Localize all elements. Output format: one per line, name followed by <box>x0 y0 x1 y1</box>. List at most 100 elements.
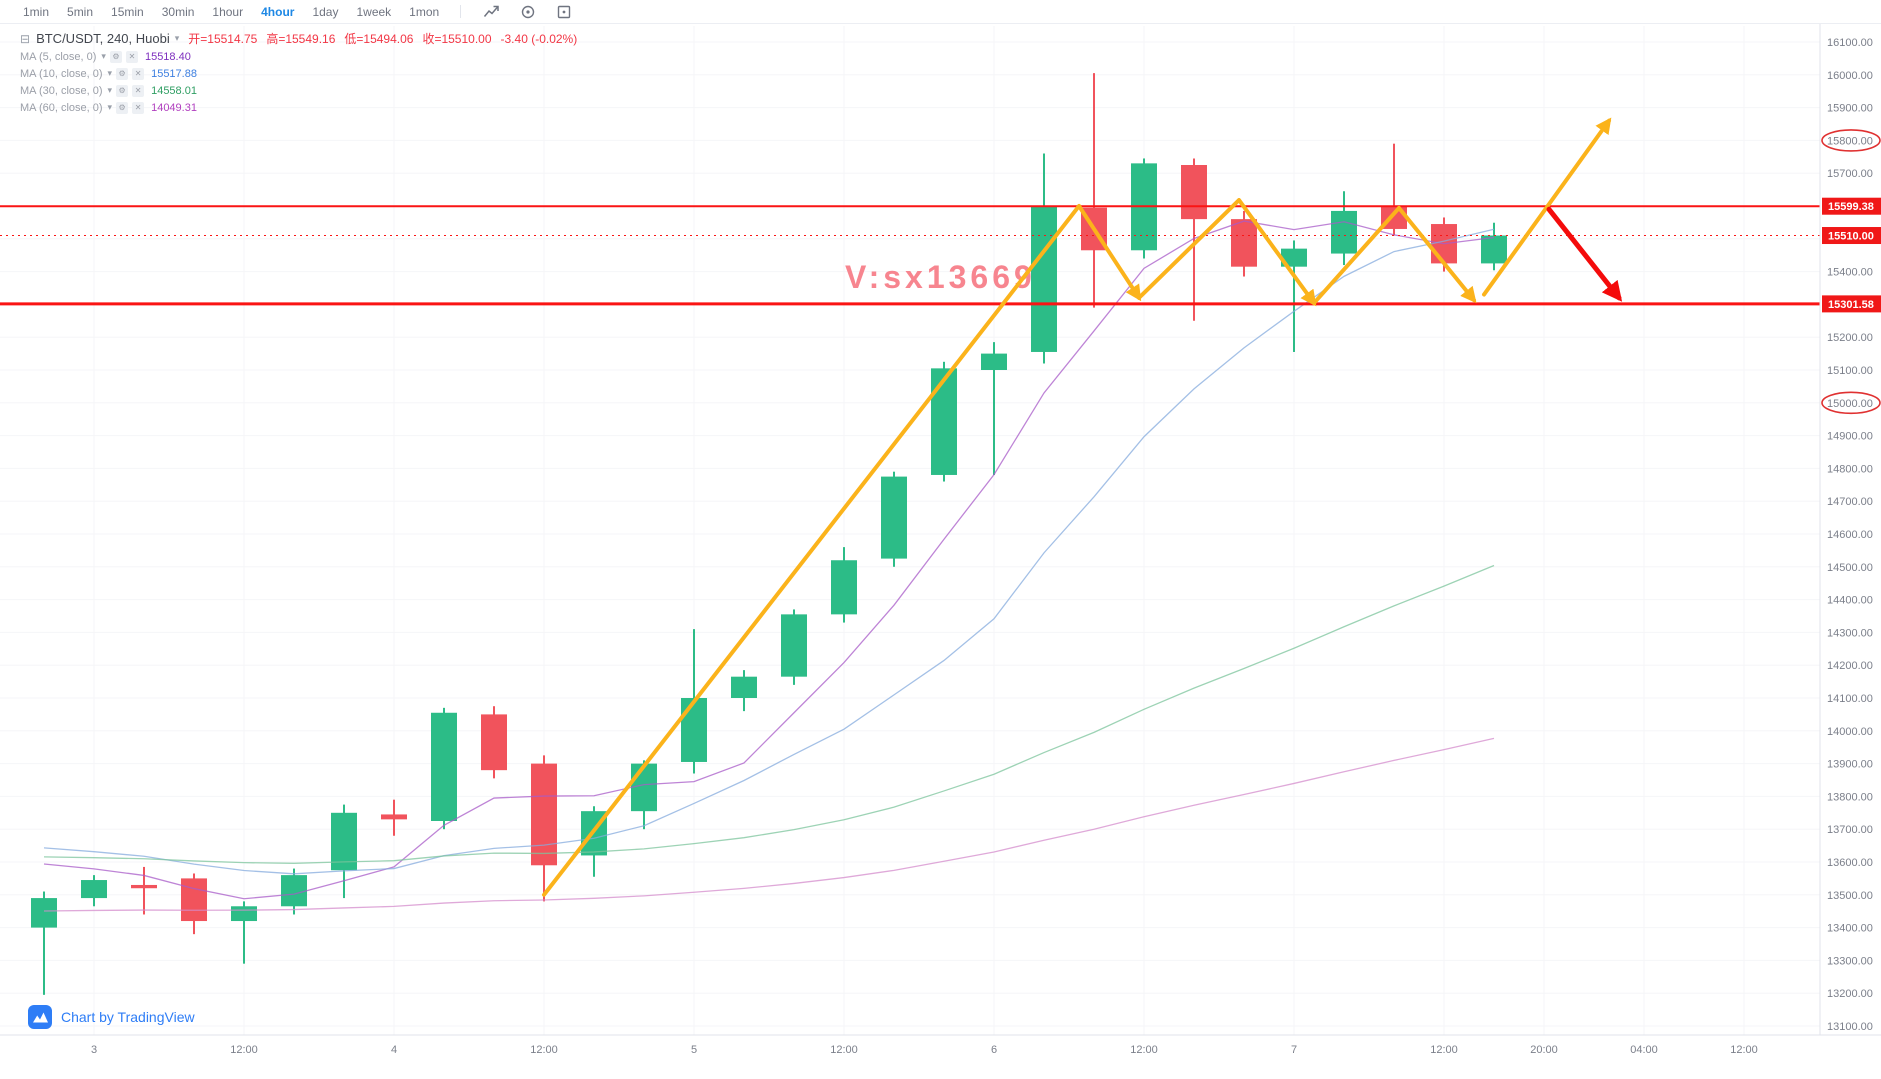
svg-text:15510.00: 15510.00 <box>1828 231 1874 243</box>
price-axis-label: 15700.00 <box>1827 168 1873 180</box>
price-axis-label: 14200.00 <box>1827 660 1873 672</box>
price-axis-label: 13200.00 <box>1827 988 1873 1000</box>
ma30-settings-icon[interactable]: ⚙ <box>116 84 129 97</box>
time-axis-label: 12:00 <box>230 1044 258 1056</box>
interval-1hour[interactable]: 1hour <box>212 4 244 19</box>
interval-1mon[interactable]: 1mon <box>409 4 440 19</box>
price-axis-label: 15800.00 <box>1827 135 1873 147</box>
toolbar-separator <box>460 5 462 18</box>
trend-zigzag-segment[interactable] <box>1397 205 1477 304</box>
candle <box>881 471 907 567</box>
price-axis-label: 13800.00 <box>1827 791 1873 803</box>
indicator-row-ma30: MA (30, close, 0) ▾ ⚙ ✕ 14558.01 <box>20 82 577 99</box>
candle <box>481 706 507 779</box>
price-axis-label: 14300.00 <box>1827 627 1873 639</box>
price-axis-label: 13600.00 <box>1827 857 1873 869</box>
interval-1week[interactable]: 1week <box>356 4 392 19</box>
collapse-legend-icon[interactable]: ⊟ <box>20 31 31 46</box>
ma60-label[interactable]: MA (60, close, 0) <box>20 101 103 114</box>
price-axis-label: 14900.00 <box>1827 431 1873 443</box>
indicator-row-ma5: MA (5, close, 0) ▾ ⚙ ✕ 15518.40 <box>20 48 577 65</box>
tradingview-logo-icon <box>28 1005 52 1029</box>
ma5-label[interactable]: MA (5, close, 0) <box>20 50 97 63</box>
candle <box>431 707 457 830</box>
ma30-label[interactable]: MA (30, close, 0) <box>20 84 103 97</box>
caret-down-icon: ▾ <box>107 102 113 112</box>
ma30-remove-icon[interactable]: ✕ <box>132 84 145 97</box>
symbol-title[interactable]: BTC/USDT, 240, Huobi <box>36 31 170 46</box>
price-axis-label: 14800.00 <box>1827 463 1873 475</box>
svg-text:15301.58: 15301.58 <box>1828 299 1874 311</box>
trend-zigzag-segment[interactable] <box>1237 198 1317 307</box>
candle <box>31 891 57 995</box>
time-axis-label: 12:00 <box>830 1044 858 1056</box>
interval-15min[interactable]: 15min <box>111 4 144 19</box>
candle <box>1131 158 1157 259</box>
price-axis-label: 14600.00 <box>1827 529 1873 541</box>
ma5-remove-icon[interactable]: ✕ <box>125 50 138 63</box>
ohlc-change: -3.40 (-0.02%) <box>500 31 578 46</box>
candle <box>1081 73 1107 308</box>
interval-5min[interactable]: 5min <box>67 4 94 19</box>
interval-toolbar: 1min 5min 15min 30min 1hour 4hour 1day 1… <box>0 0 1881 24</box>
fullscreen-icon[interactable] <box>546 4 582 20</box>
candle <box>631 760 657 830</box>
resistance-price-tag: 15599.38 <box>1822 197 1881 215</box>
caret-down-icon: ▾ <box>101 51 106 61</box>
ma60-value: 14049.31 <box>151 101 197 114</box>
time-axis-label: 7 <box>1291 1044 1297 1056</box>
time-axis-label: 20:00 <box>1530 1044 1558 1056</box>
candle <box>831 547 857 623</box>
indicator-row-ma10: MA (10, close, 0) ▾ ⚙ ✕ 15517.88 <box>20 65 577 82</box>
reject-down-arrow[interactable] <box>1546 206 1623 302</box>
trend-line-icon[interactable] <box>473 4 510 19</box>
last-price-price-tag: 15510.00 <box>1822 227 1881 245</box>
breakout-up-arrow[interactable] <box>1482 117 1612 297</box>
price-axis[interactable]: 13100.00 13200.00 13300.00 13400.00 13500.00… <box>1819 24 1881 1035</box>
ma60-settings-icon[interactable]: ⚙ <box>116 101 129 114</box>
interval-4hour[interactable]: 4hour <box>261 4 295 19</box>
candle <box>1181 158 1207 321</box>
ma60-remove-icon[interactable]: ✕ <box>132 101 145 114</box>
ohlc-low: 低=15494.06 <box>344 32 414 46</box>
candle <box>1281 240 1307 352</box>
tradingview-attribution[interactable]: Chart by TradingView <box>28 1005 195 1029</box>
price-axis-label: 15900.00 <box>1827 103 1873 115</box>
price-axis-label: 13700.00 <box>1827 824 1873 836</box>
caret-down-icon: ▾ <box>174 33 180 43</box>
snapshot-icon[interactable] <box>510 4 546 20</box>
price-axis-label: 13300.00 <box>1827 955 1873 967</box>
price-axis-label: 14400.00 <box>1827 595 1873 607</box>
circled-price-annotation <box>1821 129 1881 152</box>
ma5-settings-icon[interactable]: ⚙ <box>109 50 122 63</box>
trend-zigzag-segment[interactable] <box>1312 205 1401 306</box>
trend-zigzag-segment[interactable] <box>1137 198 1241 300</box>
ma10-label[interactable]: MA (10, close, 0) <box>20 67 103 80</box>
interval-1day[interactable]: 1day <box>312 4 339 19</box>
svg-text:15599.38: 15599.38 <box>1828 201 1874 213</box>
symbol-row: ⊟ BTC/USDT, 240, Huobi ▾ 开=15514.75 高=15… <box>20 29 577 48</box>
trend-zigzag-segment[interactable] <box>1077 204 1142 302</box>
candle <box>1231 210 1257 277</box>
time-axis-label: 12:00 <box>1730 1044 1758 1056</box>
candle <box>1331 191 1357 266</box>
attribution-text: Chart by TradingView <box>61 1009 195 1025</box>
candle <box>381 799 407 836</box>
support-price-tag: 15301.58 <box>1822 295 1881 313</box>
levels-layer <box>0 205 1820 306</box>
time-axis[interactable]: 3 12:00 4 12:00 5 12:00 6 12:00 7 12:00 20:00 04:00… <box>0 1034 1881 1056</box>
interval-30min[interactable]: 30min <box>161 4 195 19</box>
candle <box>781 609 807 685</box>
annotations-layer <box>542 117 1623 897</box>
ma10-remove-icon[interactable]: ✕ <box>132 67 145 80</box>
ma10-settings-icon[interactable]: ⚙ <box>116 67 129 80</box>
price-axis-label: 15000.00 <box>1827 398 1873 410</box>
trend-zigzag-segment[interactable] <box>542 204 1081 897</box>
candle <box>981 342 1007 475</box>
interval-1min[interactable]: 1min <box>23 4 50 19</box>
price-axis-label: 15100.00 <box>1827 365 1873 377</box>
time-axis-label: 3 <box>91 1044 97 1056</box>
time-axis-label: 5 <box>691 1044 697 1056</box>
